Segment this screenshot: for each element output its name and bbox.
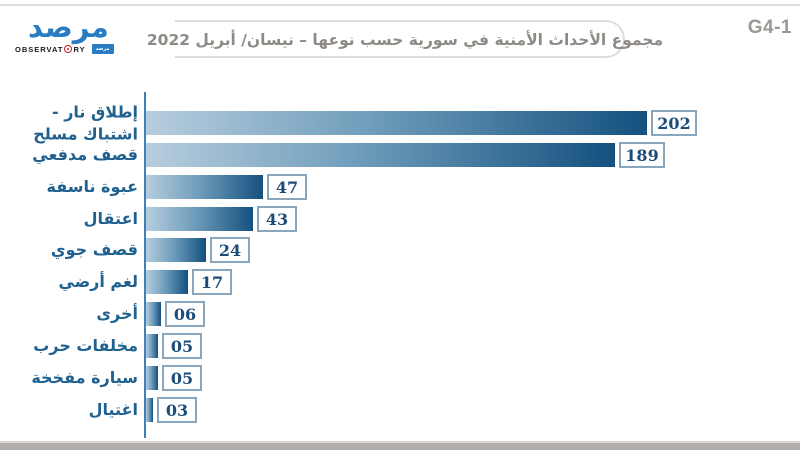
target-icon [64,45,73,53]
bar [146,238,206,262]
value-box: 189 [619,142,665,168]
logo-latin-row: OBSERVAT RY مرصد [15,44,115,54]
bar-label: سيارة مفخخة [31,368,138,388]
bar-label: إطلاق نار - اشتباك مسلح [33,102,138,143]
bottom-divider [0,441,800,450]
top-divider [0,4,800,6]
bar [146,398,153,422]
value-box: 202 [651,110,697,136]
bar [146,302,161,326]
bar-label: أخرى [96,304,138,324]
bar-label: لغم أرضي [58,272,139,292]
page-title: مجموع الأحداث الأمنية في سورية حسب نوعها… [146,31,664,49]
bar [146,207,253,231]
bar [146,143,615,167]
bar-label: مخلفات حرب [33,336,138,356]
value-box: 03 [157,397,197,423]
value-box: 47 [267,174,307,200]
bar-label: عبوة ناسفة [46,177,138,197]
value-box: 43 [257,206,297,232]
logo-latin-text-right: RY [73,44,86,54]
logo-latin-text-left: OBSERVAT [15,44,64,54]
bar [146,366,158,390]
bar [146,111,647,135]
bar [146,270,188,294]
value-box: 05 [162,365,202,391]
value-box: 24 [210,237,250,263]
figure-code-label: G4-1 [747,17,792,38]
bar-label: اغتيال [88,400,138,420]
bar [146,175,263,199]
bar-label: اعتقال [83,209,138,229]
value-box: 06 [165,301,205,327]
logo-arabic-wordmark: مرصد [28,10,110,44]
title-frame [175,20,625,58]
logo-badge: مرصد [91,44,114,54]
value-box: 17 [192,269,232,295]
value-box: 05 [162,333,202,359]
observatory-logo: مرصد OBSERVAT RY مرصد [15,12,115,60]
bar-label: قصف جوي [50,240,138,260]
chart-axis-line [144,92,146,438]
bar [146,334,158,358]
bar-label: قصف مدفعي [32,145,138,165]
